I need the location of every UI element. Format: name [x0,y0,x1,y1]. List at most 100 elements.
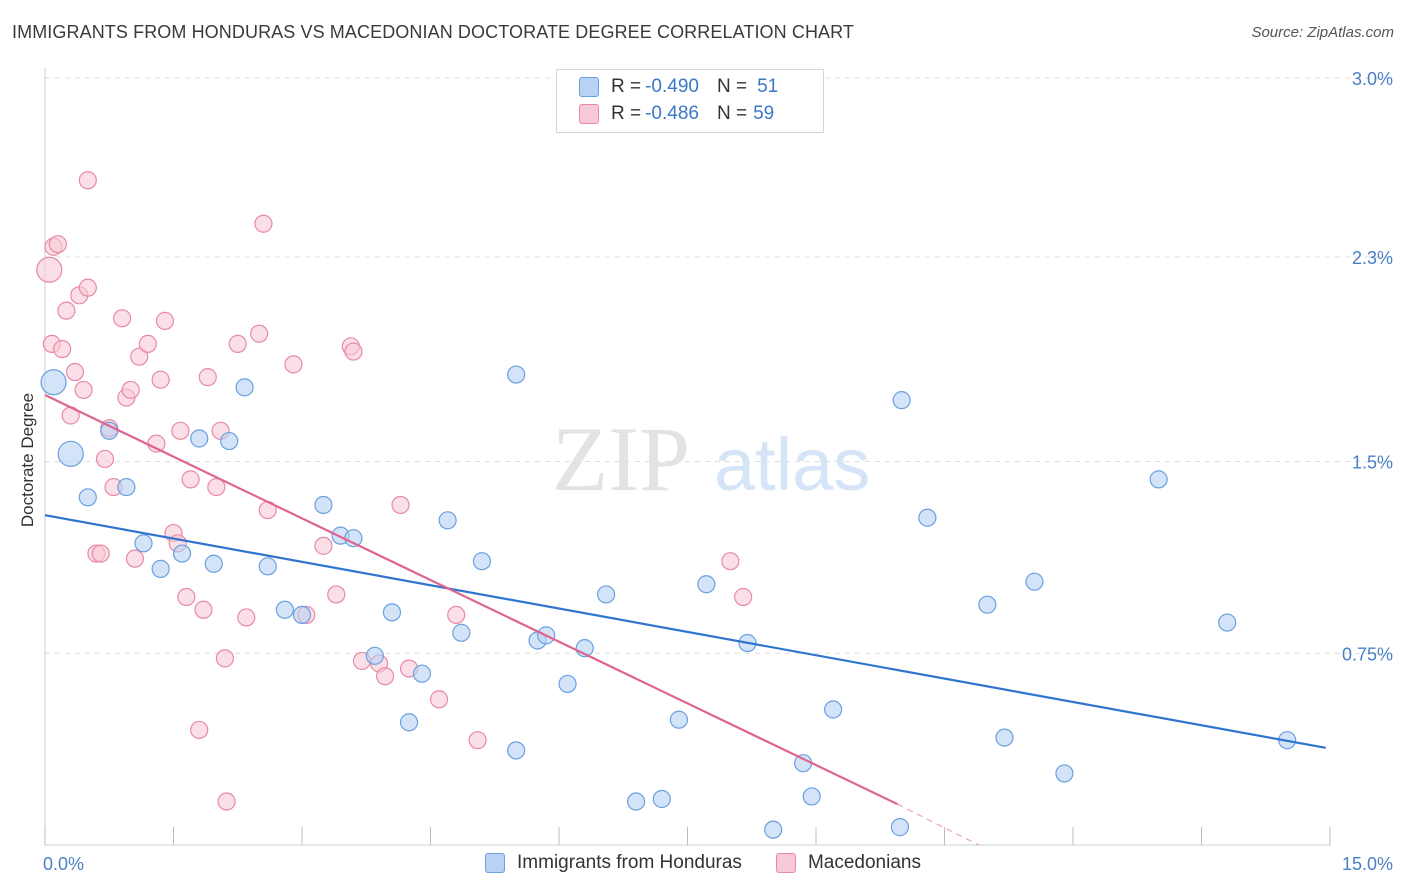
macedonians-point [121,380,140,400]
honduras-point [382,603,402,622]
macedonians-point [237,608,256,627]
honduras-point [794,754,813,773]
macedonians-point [48,235,67,254]
honduras-point [652,789,671,809]
legend-label-honduras: Immigrants from Honduras [517,852,742,873]
honduras-trend-line [44,514,1326,749]
trend-lines [44,394,1326,846]
series-legend: Immigrants from Honduras Macedonians [0,852,1406,874]
honduras-point [890,818,910,837]
legend-n-label: N = [716,76,748,97]
honduras-point [824,700,843,719]
legend-swatch-blue [579,77,599,97]
honduras-point [1055,764,1074,783]
macedonians-point [125,549,145,568]
macedonians-point [250,324,269,343]
macedonians-point [207,477,226,497]
honduras-point [204,554,223,573]
macedonians-point [228,334,247,353]
honduras-point [507,741,526,760]
macedonians-point [215,649,234,668]
honduras-point [472,552,491,571]
legend-n-value: 51 [757,76,779,97]
honduras-point [918,508,937,527]
honduras-point [399,713,419,732]
honduras-point [597,585,616,604]
macedonians-point [95,449,115,469]
macedonians-point [447,605,466,625]
legend-r-label: R = [611,76,642,97]
macedonians-point [151,370,170,389]
stats-legend: R = -0.490 N = 51 R = -0.486 N = 59 [556,69,824,133]
macedonians-point [112,309,132,328]
honduras-point [365,646,384,665]
macedonians-point [171,421,190,440]
legend-r-value: -0.490 [645,76,699,97]
watermark: ZIP atlas [552,408,870,510]
legend-item-honduras: Immigrants from Honduras [485,852,742,874]
macedonians-point [177,587,196,607]
macedonians-point [194,600,213,619]
honduras-point [892,391,911,410]
x-tick-label-end: 15.0% [1342,854,1393,874]
honduras-point [626,792,646,811]
honduras-point [292,605,312,625]
legend-row-honduras: R = -0.490 N = 51 [579,74,778,100]
legend-swatch-pink [579,104,599,124]
honduras-point [697,575,716,594]
honduras-point [802,787,821,806]
legend-item-macedonians: Macedonians [775,852,921,874]
y-tick-label: 2.3% [1352,248,1393,268]
chart-title: IMMIGRANTS FROM HONDURAS VS MACEDONIAN D… [12,22,855,42]
honduras-point [995,728,1014,747]
macedonians-point [78,278,97,297]
honduras-point [1025,572,1044,591]
y-axis-label: Doctorate Degree [18,393,37,527]
honduras-point [1149,470,1168,489]
macedonians-point [138,334,157,353]
legend-r-value: -0.486 [645,103,699,124]
honduras-point [258,557,277,576]
watermark-zip: ZIP [552,408,690,510]
honduras-point [172,544,192,563]
macedonians-point [254,214,273,233]
macedonians-point [78,171,97,190]
macedonians-trend-line [44,394,898,806]
macedonians-trend-extension [897,803,980,846]
legend-row-macedonians: R = -0.486 N = 59 [579,101,774,127]
legend-n-label: N = [716,103,748,124]
legend-label-macedonians: Macedonians [807,852,921,873]
macedonians-point [468,731,487,750]
macedonians-point [391,495,410,515]
honduras-point [220,431,239,451]
y-tick-label: 0.75% [1342,644,1393,664]
honduras-point [412,664,432,683]
honduras-point [40,369,67,396]
macedonians-point [284,355,303,374]
honduras-point [558,674,577,694]
honduras-point [507,365,526,384]
x-tick-label-start: 0.0% [43,854,84,874]
honduras-point [78,488,97,507]
macedonians-point [65,362,85,382]
macedonians-point [130,347,149,366]
honduras-point [314,495,333,515]
watermark-atlas: atlas [714,423,870,506]
macedonians-point [155,311,175,330]
legend-n-value: 59 [753,103,775,124]
macedonians-point [181,470,200,489]
axes [44,68,1331,846]
macedonians-point [429,690,449,709]
macedonians-point [53,339,72,359]
legend-r-label: R = [611,103,642,124]
macedonians-point [57,301,76,320]
macedonians-point [314,536,333,555]
y-tick-label: 3.0% [1352,69,1393,89]
legend-swatch-pink [775,853,796,873]
macedonians-point [36,256,63,283]
honduras-point [452,623,471,642]
honduras-point [438,511,457,530]
honduras-point [669,710,689,729]
honduras-point [764,820,783,839]
